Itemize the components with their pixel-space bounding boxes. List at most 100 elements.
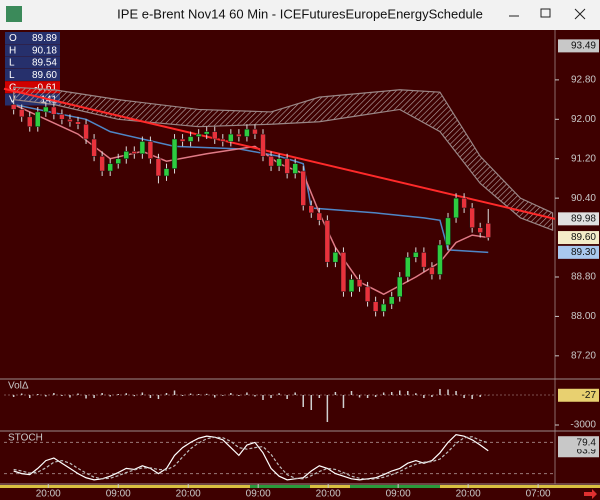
x-tick-label: 20:00 xyxy=(316,489,341,500)
candle-body xyxy=(437,244,443,275)
volume-bar xyxy=(125,393,128,395)
volume-bar xyxy=(213,395,216,398)
volume-bar xyxy=(254,395,256,397)
volume-bar xyxy=(415,393,417,395)
info-value: 89.60 xyxy=(32,70,57,81)
volume-bar xyxy=(278,393,280,395)
candle-body xyxy=(413,252,419,258)
title-bar xyxy=(0,0,600,30)
volume-bar xyxy=(302,395,304,407)
volume-bar xyxy=(117,394,119,395)
window-title: IPE e-Brent Nov14 60 Min - ICEFuturesEur… xyxy=(117,6,483,21)
candle-body xyxy=(43,106,49,113)
restore[interactable] xyxy=(540,8,551,18)
volume-bar xyxy=(93,395,95,398)
candle-body xyxy=(67,119,73,123)
volume-bar xyxy=(407,391,409,395)
volume-bar xyxy=(37,394,39,395)
stoch-line xyxy=(13,436,489,480)
candle-body xyxy=(260,133,266,157)
candle-body xyxy=(268,156,274,167)
candle-body xyxy=(163,168,170,177)
stoch-tag: 63.9 xyxy=(577,445,597,456)
volume-bar xyxy=(318,395,321,398)
close[interactable] xyxy=(574,8,586,20)
volume-bar xyxy=(326,395,329,422)
info-key: C xyxy=(9,82,16,93)
volume-bar xyxy=(173,390,176,395)
candle-body xyxy=(75,121,81,125)
volume-bar xyxy=(399,390,401,395)
info-value: 89.54 xyxy=(32,58,57,69)
info-row xyxy=(5,44,60,57)
candle-body xyxy=(179,138,186,142)
volume-bar xyxy=(28,395,31,398)
scroll-arrow[interactable] xyxy=(584,489,597,499)
volume-bar xyxy=(286,395,288,399)
candle-body xyxy=(461,197,467,209)
y-tick-label: 90.40 xyxy=(571,193,596,204)
stoch-tag: 79.4 xyxy=(577,437,597,448)
info-key: O xyxy=(9,33,17,44)
x-tick-label: 09:00 xyxy=(386,489,411,500)
volume-bar xyxy=(479,395,481,397)
volume-bar xyxy=(149,395,152,398)
y-tick-label: 87.20 xyxy=(571,350,596,361)
candle-body xyxy=(26,116,33,127)
volume-bar xyxy=(463,395,465,398)
volume-bar xyxy=(165,393,168,395)
session-strip xyxy=(250,485,310,488)
y-tick-label: -3000 xyxy=(570,420,596,431)
volume-bar xyxy=(350,391,353,395)
price-tag: 93.49 xyxy=(571,41,596,52)
app-icon xyxy=(6,6,22,22)
volume-bar xyxy=(238,395,240,396)
volume-bar xyxy=(109,395,111,397)
volume-bar xyxy=(358,395,361,398)
candle-body xyxy=(139,141,146,155)
candle-body xyxy=(252,128,258,135)
volume-bar xyxy=(20,393,23,395)
x-tick-label: 20:00 xyxy=(456,489,481,500)
candle-body xyxy=(244,128,250,137)
y-tick-label: 92.00 xyxy=(571,114,596,125)
candle-body xyxy=(388,296,395,305)
candle-body xyxy=(429,266,435,275)
candle-body xyxy=(131,151,138,155)
x-tick-label: 09:00 xyxy=(106,489,131,500)
price-tag: 89.60 xyxy=(571,232,596,243)
candle-body xyxy=(91,138,97,157)
window-buttons[interactable] xyxy=(509,8,586,20)
volume-bar xyxy=(447,389,449,395)
volume-bar xyxy=(157,395,160,399)
volume-bar xyxy=(471,395,473,399)
candle-body xyxy=(155,158,162,177)
candle-body xyxy=(356,279,363,288)
volume-bar xyxy=(141,392,144,395)
info-value: 89.89 xyxy=(32,33,57,44)
info-value: -0.61 xyxy=(34,82,57,93)
volume-bar xyxy=(53,393,55,395)
candle-body xyxy=(147,141,154,159)
x-tick-label: 07:00 xyxy=(526,489,551,500)
y-tick-label: 88.80 xyxy=(571,272,596,283)
volume-bar xyxy=(101,393,103,395)
candle-body xyxy=(107,163,113,172)
volume-bar xyxy=(246,392,248,395)
candle-body xyxy=(453,197,459,219)
info-key: L xyxy=(9,70,15,81)
info-row xyxy=(5,56,60,69)
candle-body xyxy=(171,138,178,169)
candle-body xyxy=(300,170,306,206)
candle-body xyxy=(18,109,25,118)
volume-bar xyxy=(61,395,63,396)
price-tag-box xyxy=(558,212,599,226)
volume-bar xyxy=(262,395,264,400)
candle-body xyxy=(324,220,331,263)
candle-body xyxy=(397,276,403,297)
info-row xyxy=(5,68,60,81)
info-value: 90.18 xyxy=(32,45,57,56)
candle-body xyxy=(83,123,89,140)
candle-body xyxy=(99,156,105,172)
